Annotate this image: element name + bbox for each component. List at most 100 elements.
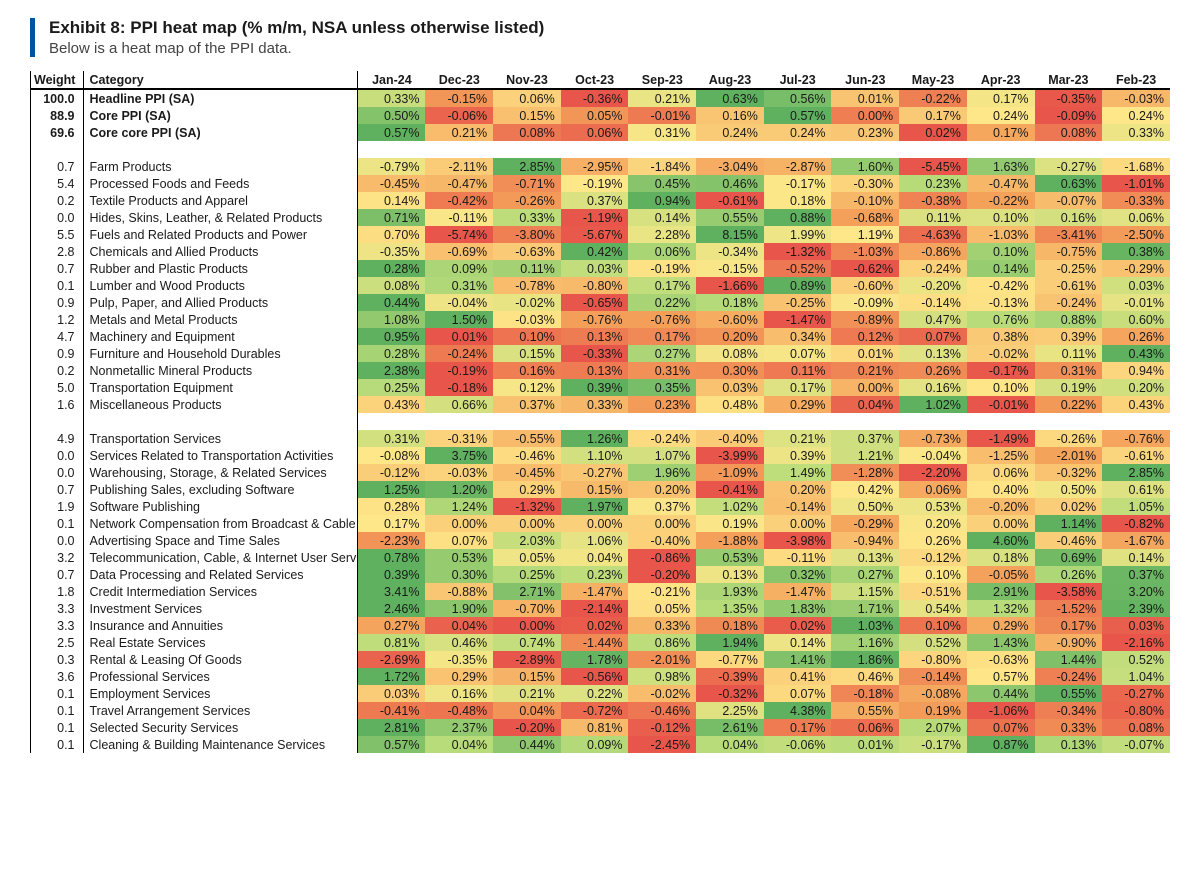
weight-cell: 3.6 xyxy=(31,668,84,685)
value-cell: 0.27% xyxy=(358,617,426,634)
value-cell: -0.24% xyxy=(899,260,967,277)
weight-cell: 69.6 xyxy=(31,124,84,141)
value-cell: 1.90% xyxy=(425,600,493,617)
value-cell: 0.33% xyxy=(1035,719,1103,736)
table-row: 0.0Warehousing, Storage, & Related Servi… xyxy=(31,464,1171,481)
value-cell: 0.42% xyxy=(561,243,629,260)
weight-cell: 4.7 xyxy=(31,328,84,345)
value-cell: -3.41% xyxy=(1035,226,1103,243)
value-cell: 0.50% xyxy=(358,107,426,124)
value-cell: 0.01% xyxy=(831,736,899,753)
value-cell: -0.15% xyxy=(425,89,493,107)
category-cell: Real Estate Services xyxy=(83,634,358,651)
value-cell: -0.46% xyxy=(493,447,561,464)
value-cell: -0.60% xyxy=(696,311,764,328)
category-cell: Rental & Leasing Of Goods xyxy=(83,651,358,668)
value-cell: 0.18% xyxy=(696,294,764,311)
table-row: 0.1Selected Security Services2.81%2.37%-… xyxy=(31,719,1171,736)
value-cell: -0.35% xyxy=(425,651,493,668)
value-cell: -1.66% xyxy=(696,277,764,294)
value-cell: -1.44% xyxy=(561,634,629,651)
category-cell: Network Compensation from Broadcast & Ca… xyxy=(83,515,358,532)
table-row: 4.7Machinery and Equipment0.95%0.01%0.10… xyxy=(31,328,1171,345)
value-cell: 0.74% xyxy=(493,634,561,651)
value-cell: 0.31% xyxy=(425,277,493,294)
category-cell: Processed Foods and Feeds xyxy=(83,175,358,192)
value-cell: 1.24% xyxy=(425,498,493,515)
value-cell: 0.37% xyxy=(628,498,696,515)
value-cell: 0.06% xyxy=(561,124,629,141)
value-cell: 0.17% xyxy=(764,719,832,736)
value-cell: -0.55% xyxy=(493,430,561,447)
value-cell: 0.45% xyxy=(628,175,696,192)
value-cell: -1.88% xyxy=(696,532,764,549)
value-cell: -0.45% xyxy=(493,464,561,481)
value-cell: 0.13% xyxy=(1035,736,1103,753)
value-cell: 0.29% xyxy=(493,481,561,498)
category-cell: Nonmetallic Mineral Products xyxy=(83,362,358,379)
value-cell: -0.69% xyxy=(425,243,493,260)
value-cell: -0.61% xyxy=(1035,277,1103,294)
value-cell: 0.86% xyxy=(628,634,696,651)
value-cell: 2.38% xyxy=(358,362,426,379)
value-cell: -2.69% xyxy=(358,651,426,668)
value-cell: 1.50% xyxy=(425,311,493,328)
value-cell: -0.32% xyxy=(696,685,764,702)
value-cell: 0.18% xyxy=(696,617,764,634)
value-cell: 0.33% xyxy=(1102,124,1170,141)
value-cell: 0.24% xyxy=(696,124,764,141)
value-cell: 0.13% xyxy=(831,549,899,566)
value-cell: -0.65% xyxy=(561,294,629,311)
value-cell: 0.16% xyxy=(1035,209,1103,226)
weight-cell: 0.9 xyxy=(31,345,84,362)
value-cell: 0.05% xyxy=(628,600,696,617)
value-cell: 0.03% xyxy=(1102,617,1170,634)
value-cell: 0.15% xyxy=(493,345,561,362)
value-cell: -0.21% xyxy=(628,583,696,600)
value-cell: 0.60% xyxy=(1102,311,1170,328)
value-cell: 0.81% xyxy=(561,719,629,736)
value-cell: 1.83% xyxy=(764,600,832,617)
value-cell: 0.12% xyxy=(493,379,561,396)
value-cell: -0.22% xyxy=(967,192,1035,209)
value-cell: 1.06% xyxy=(561,532,629,549)
table-row: 0.9Furniture and Household Durables0.28%… xyxy=(31,345,1171,362)
value-cell: 0.11% xyxy=(1035,345,1103,362)
value-cell: 0.05% xyxy=(493,549,561,566)
category-cell: Cleaning & Building Maintenance Services xyxy=(83,736,358,753)
table-row: 0.7Data Processing and Related Services0… xyxy=(31,566,1171,583)
table-row: 3.3Insurance and Annuities0.27%0.04%0.00… xyxy=(31,617,1171,634)
value-cell: 0.81% xyxy=(358,634,426,651)
value-cell: -0.26% xyxy=(1035,430,1103,447)
weight-cell: 3.3 xyxy=(31,617,84,634)
value-cell: -0.03% xyxy=(493,311,561,328)
value-cell: -0.70% xyxy=(493,600,561,617)
value-cell: 0.21% xyxy=(831,362,899,379)
value-cell: 0.37% xyxy=(1102,566,1170,583)
value-cell: -0.02% xyxy=(628,685,696,702)
value-cell: -0.27% xyxy=(1035,158,1103,175)
value-cell: 0.05% xyxy=(561,107,629,124)
table-row: 0.0Hides, Skins, Leather, & Related Prod… xyxy=(31,209,1171,226)
category-cell: Data Processing and Related Services xyxy=(83,566,358,583)
table-row: 0.9Pulp, Paper, and Allied Products0.44%… xyxy=(31,294,1171,311)
value-cell: 1.41% xyxy=(764,651,832,668)
header-row: WeightCategoryJan-24Dec-23Nov-23Oct-23Se… xyxy=(31,71,1171,89)
value-cell: 0.50% xyxy=(831,498,899,515)
month-header: Feb-23 xyxy=(1102,71,1170,89)
value-cell: 0.24% xyxy=(1102,107,1170,124)
value-cell: -0.22% xyxy=(899,89,967,107)
value-cell: -1.32% xyxy=(493,498,561,515)
value-cell: 1.07% xyxy=(628,447,696,464)
value-cell: -1.09% xyxy=(696,464,764,481)
value-cell: -0.82% xyxy=(1102,515,1170,532)
value-cell: -2.14% xyxy=(561,600,629,617)
value-cell: -0.80% xyxy=(1102,702,1170,719)
value-cell: 0.10% xyxy=(899,617,967,634)
category-cell: Selected Security Services xyxy=(83,719,358,736)
value-cell: -0.47% xyxy=(425,175,493,192)
value-cell: -1.01% xyxy=(1102,175,1170,192)
value-cell: -1.03% xyxy=(831,243,899,260)
value-cell: 0.19% xyxy=(696,515,764,532)
value-cell: -2.01% xyxy=(1035,447,1103,464)
